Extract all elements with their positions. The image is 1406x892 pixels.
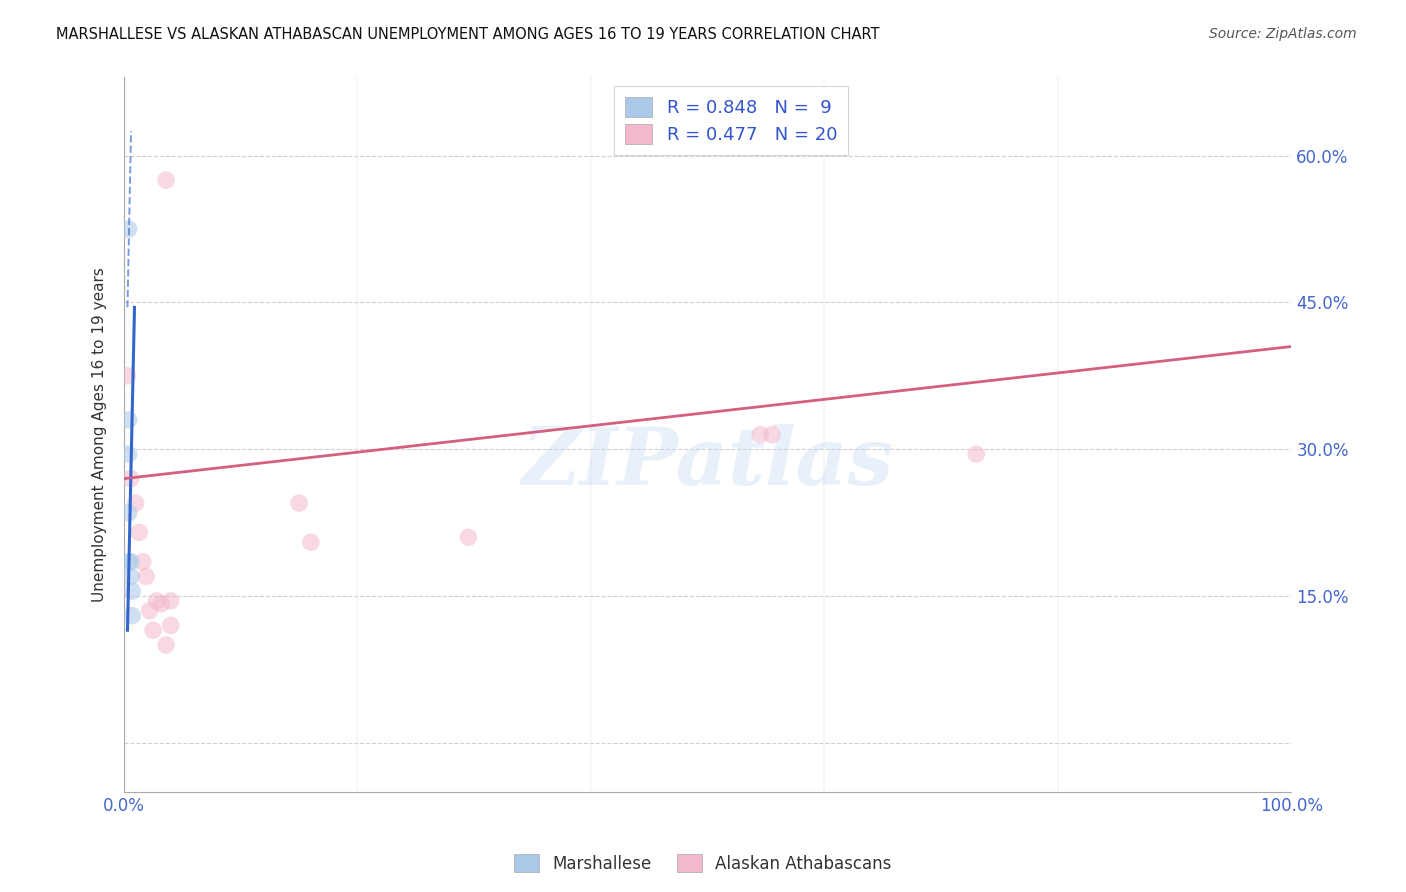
Point — [299, 535, 322, 549]
Point — [118, 413, 141, 427]
Text: ZIPatlas: ZIPatlas — [522, 425, 894, 502]
Legend: R = 0.848   N =  9, R = 0.477   N = 20: R = 0.848 N = 9, R = 0.477 N = 20 — [614, 87, 848, 155]
Point — [150, 597, 173, 611]
Point — [761, 427, 783, 442]
Text: Source: ZipAtlas.com: Source: ZipAtlas.com — [1209, 27, 1357, 41]
Point — [131, 555, 153, 569]
Point — [121, 584, 143, 599]
Point — [159, 594, 181, 608]
Point — [749, 427, 772, 442]
Point — [118, 555, 141, 569]
Point — [121, 608, 143, 623]
Point — [120, 555, 142, 569]
Text: MARSHALLESE VS ALASKAN ATHABASCAN UNEMPLOYMENT AMONG AGES 16 TO 19 YEARS CORRELA: MARSHALLESE VS ALASKAN ATHABASCAN UNEMPL… — [56, 27, 880, 42]
Point — [142, 624, 165, 638]
Point — [457, 530, 479, 544]
Point — [117, 368, 139, 383]
Point — [145, 594, 167, 608]
Point — [155, 173, 177, 187]
Point — [288, 496, 311, 510]
Point — [120, 569, 142, 583]
Point — [135, 569, 157, 583]
Point — [155, 638, 177, 652]
Y-axis label: Unemployment Among Ages 16 to 19 years: Unemployment Among Ages 16 to 19 years — [93, 267, 107, 602]
Point — [965, 447, 987, 461]
Point — [138, 604, 160, 618]
Point — [159, 618, 181, 632]
Point — [120, 472, 142, 486]
Point — [128, 525, 150, 540]
Point — [124, 496, 146, 510]
Point — [118, 222, 141, 236]
Point — [118, 506, 141, 520]
Legend: Marshallese, Alaskan Athabascans: Marshallese, Alaskan Athabascans — [508, 847, 898, 880]
Point — [118, 447, 141, 461]
